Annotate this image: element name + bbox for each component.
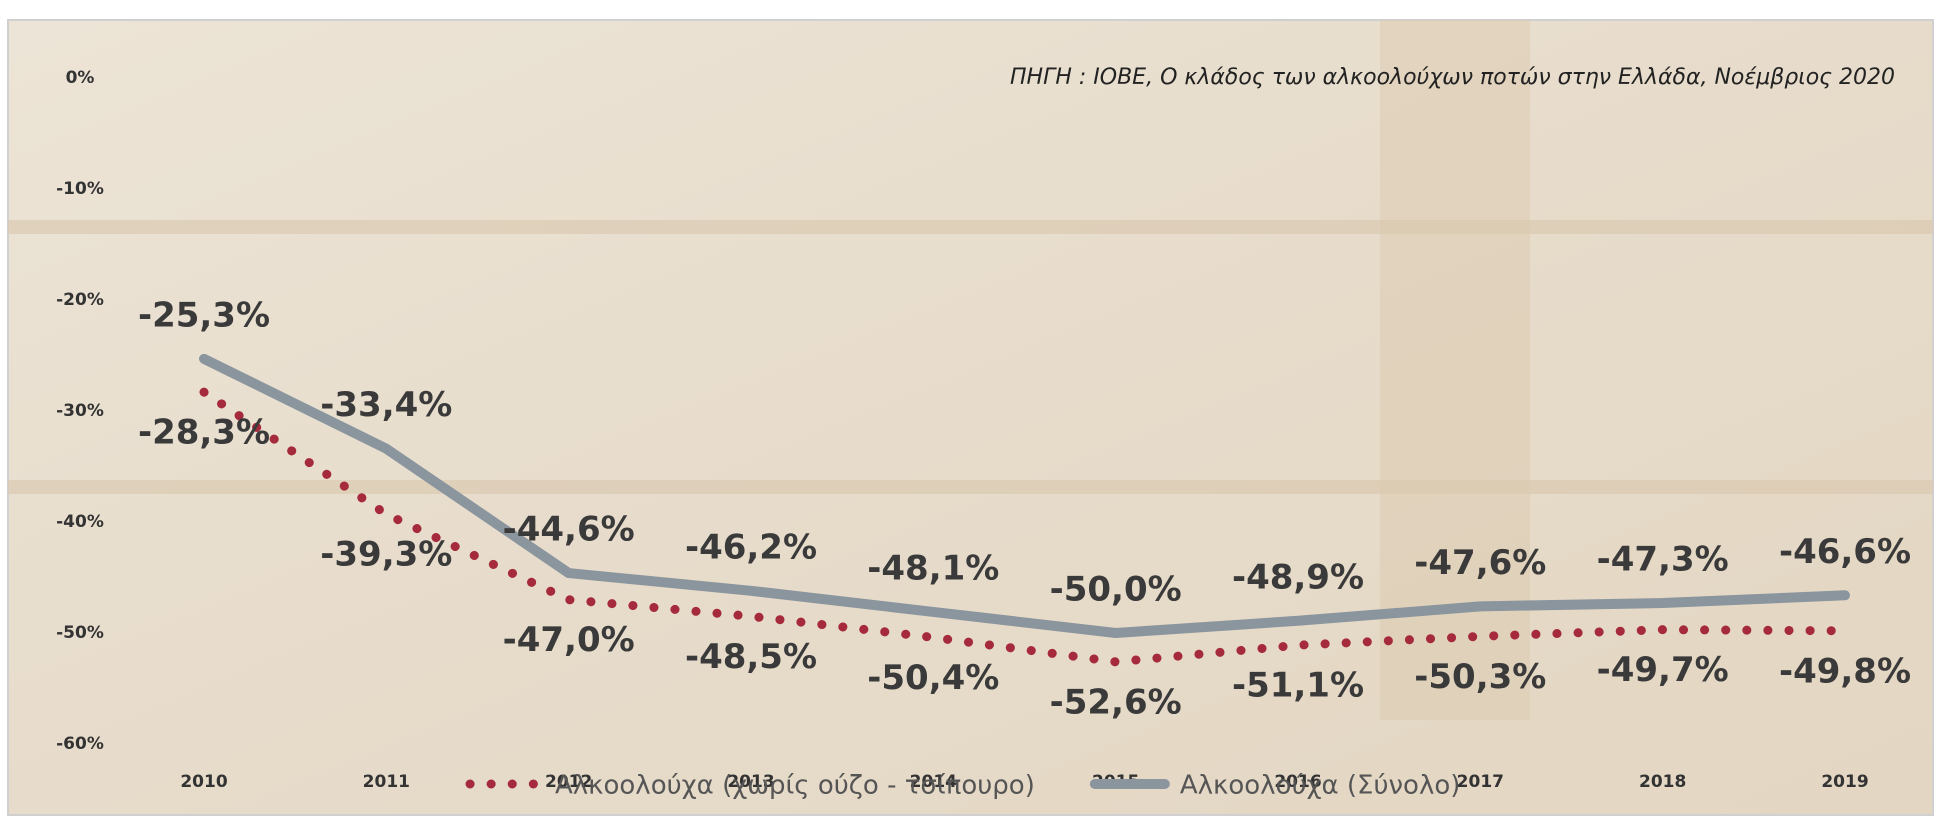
- value-label: -39,3%: [320, 535, 452, 575]
- y-tick-label: -30%: [56, 401, 104, 421]
- shelf: [8, 480, 1933, 494]
- value-label: -49,8%: [1779, 651, 1911, 691]
- value-label: -48,1%: [867, 548, 999, 588]
- x-tick-label: 2017: [1457, 772, 1504, 792]
- value-label: -33,4%: [320, 385, 452, 425]
- value-label: -48,5%: [685, 637, 817, 677]
- value-label: -49,7%: [1597, 650, 1729, 690]
- value-label: -50,0%: [1050, 570, 1182, 610]
- value-label: -48,9%: [1232, 557, 1364, 597]
- y-tick-label: -40%: [56, 512, 104, 532]
- value-label: -51,1%: [1232, 666, 1364, 706]
- shelf: [8, 220, 1933, 234]
- value-label: -46,6%: [1779, 532, 1911, 572]
- value-label: -44,6%: [503, 510, 635, 550]
- value-label: -50,4%: [867, 658, 999, 698]
- x-tick-label: 2019: [1821, 772, 1868, 792]
- x-tick-label: 2018: [1639, 772, 1686, 792]
- value-label: -52,6%: [1050, 682, 1182, 722]
- x-tick-label: 2010: [180, 772, 227, 792]
- value-label: -47,6%: [1414, 543, 1546, 583]
- value-label: -28,3%: [138, 413, 270, 453]
- value-label: -50,3%: [1414, 657, 1546, 697]
- y-tick-label: -50%: [56, 623, 104, 643]
- chart: ΠΗΓΗ : ΙΟΒΕ, Ο κλάδος των αλκοολούχων πο…: [0, 0, 1941, 821]
- y-tick-label: 0%: [66, 68, 95, 88]
- source-note: ΠΗΓΗ : ΙΟΒΕ, Ο κλάδος των αλκοολούχων πο…: [1010, 65, 1895, 90]
- x-tick-label: 2011: [363, 772, 410, 792]
- value-label: -25,3%: [138, 295, 270, 335]
- legend-label: Αλκοολούχα (χωρίς ούζο - τσίπουρο): [555, 771, 1035, 801]
- value-label: -47,0%: [503, 620, 635, 660]
- legend-label: Αλκοολούχα (Σύνολο): [1180, 771, 1461, 801]
- y-tick-label: -60%: [56, 734, 104, 754]
- y-tick-label: -20%: [56, 290, 104, 310]
- y-tick-label: -10%: [56, 179, 104, 199]
- value-label: -47,3%: [1597, 540, 1729, 580]
- value-label: -46,2%: [685, 527, 817, 567]
